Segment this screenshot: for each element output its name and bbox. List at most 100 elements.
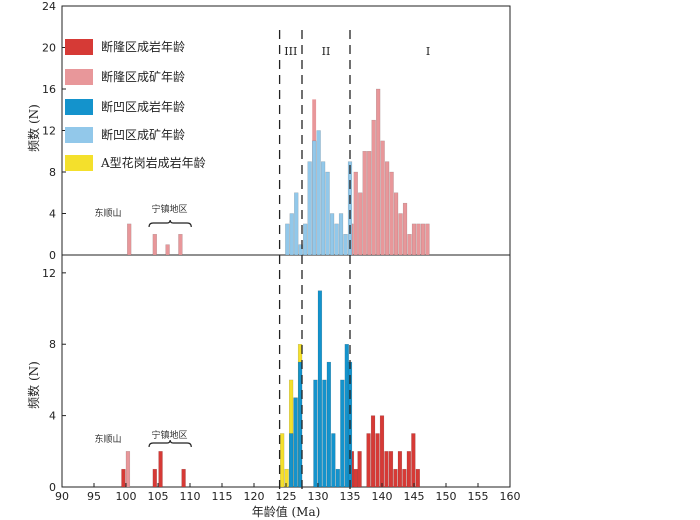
top-bar [303, 223, 308, 256]
legend-swatch [65, 155, 93, 171]
top-y-tick-label: 20 [42, 42, 56, 55]
top-bar [316, 130, 321, 256]
zone-boundaries: III II I [278, 30, 430, 495]
top-bar [393, 192, 399, 256]
x-tick-label: 130 [308, 490, 329, 503]
bottom-bar [326, 361, 331, 488]
bottom-bar [370, 415, 376, 488]
bottom-bar [331, 433, 336, 488]
x-tick-label: 160 [500, 490, 521, 503]
top-y-tick-label: 0 [49, 249, 56, 262]
top-y-tick-label: 24 [42, 0, 56, 13]
top-bar [407, 234, 412, 256]
x-tick-label: 110 [180, 490, 201, 503]
x-axis-label: 年龄值 (Ma) [252, 504, 321, 519]
x-tick-label: 100 [116, 490, 137, 503]
legend-swatch [65, 127, 93, 143]
x-tick-label: 115 [212, 490, 233, 503]
bottom-y-tick-label: 4 [49, 410, 56, 423]
top-bar [334, 223, 339, 256]
brace-ningzhen [148, 219, 192, 228]
legend-swatch [65, 39, 93, 55]
legend-swatch [65, 99, 93, 115]
top-bar [416, 223, 421, 256]
zone-label: I [426, 45, 430, 58]
bottom-bar [284, 468, 289, 488]
bottom-bar [379, 415, 385, 488]
top-y-tick-label: 4 [49, 208, 56, 221]
top-bar [289, 213, 294, 256]
bottom-y-tick-label: 8 [49, 338, 56, 351]
top-y-axis-label: 频数 (N) [26, 104, 41, 152]
top-bar [367, 151, 372, 256]
bottom-bar [366, 433, 371, 488]
top-bar [165, 244, 170, 256]
x-tick-label: 135 [340, 490, 361, 503]
top-bar [338, 213, 344, 256]
top-bar [329, 213, 335, 256]
bottom-bar [280, 433, 285, 488]
legend-label: 断隆区成岩年龄 [101, 39, 185, 54]
bottom-bar [322, 379, 327, 488]
top-bar [402, 202, 408, 256]
top-y-tick-label: 8 [49, 166, 56, 179]
bottom-bar [181, 468, 186, 488]
legend-label: 断凹区成岩年龄 [101, 99, 185, 114]
label-dongshunshan: 东顺山 [94, 207, 121, 219]
top-bar [321, 161, 326, 256]
top-bar [294, 192, 299, 256]
bottom-bar [158, 451, 163, 488]
top-bar [312, 140, 317, 256]
top-bar [127, 223, 132, 256]
bottom-bar [393, 468, 398, 488]
top-bar [353, 171, 358, 256]
top-bar [411, 223, 417, 256]
bottom-bar [293, 397, 298, 488]
top-bar [398, 213, 403, 256]
bottom-bar [415, 468, 420, 488]
zone-label: III [284, 45, 297, 58]
top-bar [325, 171, 330, 256]
bottom-bar [121, 468, 126, 488]
top-bar [376, 88, 381, 256]
bottom-bar [375, 433, 380, 488]
top-bar [358, 192, 363, 256]
top-bar [152, 234, 157, 256]
x-tick-label: 150 [436, 490, 457, 503]
top-bar [298, 244, 303, 256]
x-tick-label: 140 [372, 490, 393, 503]
x-tick-label: 95 [87, 490, 101, 503]
bottom-bar [357, 451, 362, 488]
x-tick-label: 120 [244, 490, 265, 503]
brace-ningzhen [148, 439, 192, 448]
bottom-bar [335, 468, 340, 488]
legend-label: A型花岗岩成岩年龄 [100, 155, 206, 170]
top-bar [178, 234, 183, 256]
top-bar [389, 171, 394, 256]
bottom-bar [397, 451, 403, 488]
bottom-y-tick-label: 12 [42, 267, 56, 280]
top-bar [371, 119, 376, 256]
bottom-bar [289, 433, 294, 488]
top-bar [385, 161, 390, 256]
top-bar [343, 234, 348, 256]
legend-swatch [65, 69, 93, 85]
top-bar [420, 223, 426, 256]
top-y-tick-label: 16 [42, 83, 56, 96]
bar-layer [121, 88, 430, 488]
bottom-bar [340, 379, 345, 488]
top-bar [285, 223, 290, 256]
bottom-bar [353, 468, 358, 488]
bottom-bar [388, 451, 394, 488]
top-bar [380, 140, 385, 256]
x-tick-label: 145 [404, 490, 425, 503]
bottom-bar [406, 451, 411, 488]
x-tick-label: 105 [148, 490, 169, 503]
x-tick-label: 90 [55, 490, 69, 503]
bottom-bar [152, 468, 157, 488]
bottom-bar [313, 379, 318, 488]
bottom-y-tick-label: 0 [49, 481, 56, 494]
